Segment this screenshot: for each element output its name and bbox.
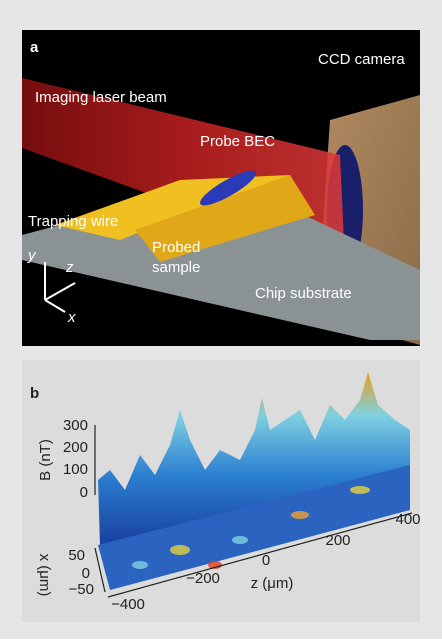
label: Trapping wire: [28, 213, 118, 230]
tick-label: 200: [63, 439, 88, 456]
label: Imaging laser beam: [35, 89, 167, 106]
label: CCD camera: [318, 51, 405, 68]
axis-label: B (nT): [37, 439, 54, 481]
tick-label: 100: [63, 461, 88, 478]
tick-label: 300: [63, 417, 88, 434]
tick-label: 50: [68, 547, 85, 564]
panel-label: b: [30, 385, 39, 402]
label: z: [65, 259, 74, 276]
tick-label: 0: [80, 484, 88, 501]
tick-label: 400: [395, 511, 420, 528]
label: Probe BEC: [200, 133, 275, 150]
axis-label: x (μm): [36, 554, 53, 597]
figure: a CCD camera Imaging laser beam Probe BE…: [0, 0, 442, 639]
label: sample: [152, 259, 200, 276]
tick-label: −400: [111, 596, 145, 613]
tick-label: 0: [82, 565, 90, 582]
panel-label: a: [30, 39, 39, 56]
tick-label: 200: [325, 532, 350, 549]
tick-label: 0: [262, 552, 270, 569]
label: x: [67, 309, 76, 326]
axis-label: z (μm): [251, 575, 294, 592]
tick-label: −200: [186, 570, 220, 587]
label: Probed: [152, 239, 200, 256]
label: Chip substrate: [255, 285, 352, 302]
tick-label: −50: [69, 581, 94, 598]
